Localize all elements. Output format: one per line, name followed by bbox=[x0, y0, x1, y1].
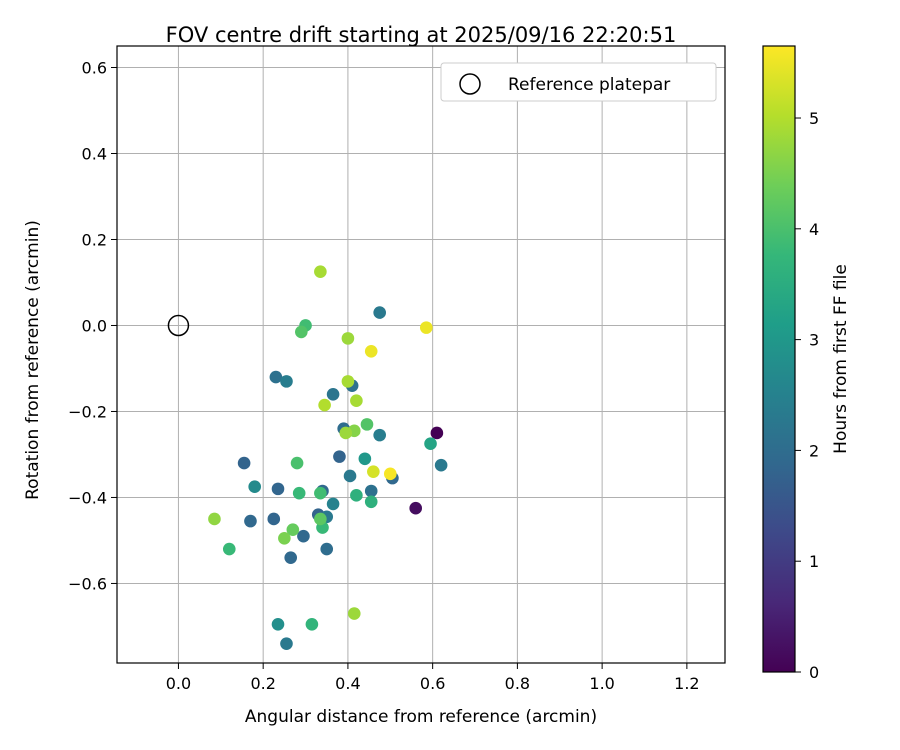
colorbar: 0 1 2 3 4 5 Hours from first FF file bbox=[762, 45, 851, 682]
data-point bbox=[271, 482, 285, 496]
data-point bbox=[383, 467, 397, 481]
data-point bbox=[424, 437, 437, 451]
data-point bbox=[278, 532, 291, 545]
data-point bbox=[237, 456, 251, 470]
data-point bbox=[290, 456, 304, 470]
y-axis-title: Rotation from reference (arcmin) bbox=[23, 220, 43, 500]
data-point bbox=[358, 452, 372, 466]
data-point bbox=[326, 497, 340, 511]
x-tick-label: 0.8 bbox=[505, 674, 530, 693]
data-point bbox=[297, 529, 310, 543]
data-point bbox=[295, 325, 308, 339]
plot-area-frame bbox=[116, 45, 726, 664]
data-point bbox=[333, 450, 346, 463]
data-point bbox=[222, 542, 236, 556]
data-point bbox=[430, 426, 444, 440]
x-tick-label: 0.4 bbox=[335, 674, 360, 693]
data-point bbox=[314, 486, 327, 500]
data-point bbox=[318, 398, 331, 412]
data-point bbox=[434, 458, 448, 472]
colorbar-tick-label: 3 bbox=[809, 331, 819, 350]
data-point bbox=[326, 387, 340, 401]
y-tick-label: −0.2 bbox=[68, 402, 107, 421]
data-point bbox=[364, 484, 378, 498]
x-tick-label: 0.0 bbox=[166, 674, 191, 693]
grid bbox=[117, 46, 725, 663]
legend: Reference platepar bbox=[440, 62, 717, 102]
x-tick-label: 0.6 bbox=[420, 674, 445, 693]
y-tick-label: 0.0 bbox=[82, 316, 107, 335]
data-point bbox=[409, 501, 423, 515]
colorbar-tick-label: 5 bbox=[809, 109, 819, 128]
y-tick-label: 0.4 bbox=[82, 144, 107, 163]
data-point bbox=[244, 514, 257, 528]
legend-label: Reference platepar bbox=[508, 75, 670, 95]
data-point bbox=[280, 637, 293, 650]
x-tick-label: 1.2 bbox=[674, 674, 699, 693]
data-point bbox=[208, 512, 221, 526]
data-point bbox=[360, 418, 374, 431]
data-point bbox=[284, 551, 298, 564]
data-point bbox=[364, 344, 378, 358]
x-tick-label: 0.2 bbox=[250, 674, 275, 693]
x-axis-title: Angular distance from reference (arcmin) bbox=[245, 707, 597, 727]
data-point bbox=[373, 306, 386, 319]
colorbar-tick-label: 0 bbox=[809, 663, 819, 682]
legend-box bbox=[440, 62, 717, 102]
data-point bbox=[314, 265, 327, 279]
colorbar-title: Hours from first FF file bbox=[831, 264, 851, 454]
data-point bbox=[305, 618, 319, 631]
colorbar-tick-label: 2 bbox=[809, 441, 819, 460]
data-point bbox=[364, 495, 378, 509]
data-point bbox=[280, 375, 293, 388]
data-points bbox=[208, 265, 448, 650]
y-tick-label: −0.4 bbox=[68, 488, 107, 507]
data-point bbox=[314, 512, 327, 526]
colorbar-gradient bbox=[762, 45, 796, 673]
data-point bbox=[347, 607, 361, 620]
data-point bbox=[292, 486, 306, 500]
data-point bbox=[267, 512, 281, 526]
data-point bbox=[341, 332, 355, 345]
legend-reference-marker bbox=[459, 73, 481, 95]
colorbar-tick-label: 1 bbox=[809, 552, 819, 571]
y-axis-ticks: −0.6 −0.4 −0.2 0.0 0.2 0.4 0.6 bbox=[68, 58, 117, 593]
chart-title: FOV centre drift starting at 2025/09/16 … bbox=[166, 23, 677, 47]
data-point bbox=[373, 428, 386, 442]
y-tick-label: −0.6 bbox=[68, 574, 107, 593]
data-point bbox=[320, 542, 334, 556]
colorbar-ticks: 0 1 2 3 4 5 bbox=[795, 109, 819, 682]
data-point bbox=[419, 321, 433, 334]
data-point bbox=[271, 618, 285, 631]
data-point bbox=[248, 480, 262, 494]
data-point bbox=[350, 394, 363, 408]
data-point bbox=[286, 523, 300, 537]
y-tick-label: 0.6 bbox=[82, 58, 107, 77]
colorbar-tick-label: 4 bbox=[809, 220, 819, 239]
data-point bbox=[269, 370, 283, 384]
data-point bbox=[341, 375, 355, 388]
data-point bbox=[350, 489, 363, 502]
reference-layer bbox=[167, 314, 190, 337]
reference-platepar-marker bbox=[167, 314, 190, 337]
x-axis-ticks: 0.0 0.2 0.4 0.6 0.8 1.0 1.2 bbox=[166, 663, 700, 693]
data-point bbox=[367, 465, 380, 478]
data-point bbox=[339, 426, 353, 440]
y-tick-label: 0.2 bbox=[82, 230, 107, 249]
x-tick-label: 1.0 bbox=[589, 674, 614, 693]
data-point bbox=[343, 469, 357, 483]
